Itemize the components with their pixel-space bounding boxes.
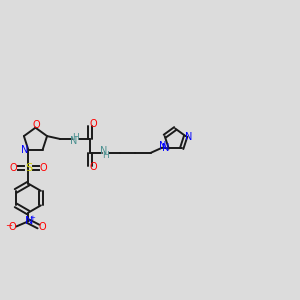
Text: N: N — [100, 146, 107, 157]
Text: N: N — [70, 136, 77, 146]
Text: O: O — [32, 120, 40, 130]
Text: O: O — [90, 162, 98, 172]
Text: O: O — [9, 163, 17, 173]
Text: O: O — [38, 221, 46, 232]
Text: N: N — [185, 132, 193, 142]
Text: O: O — [8, 221, 16, 232]
Text: O: O — [90, 119, 98, 130]
Text: H: H — [72, 133, 79, 142]
Text: N: N — [25, 216, 33, 226]
Text: −: − — [5, 221, 12, 230]
Text: S: S — [25, 163, 32, 173]
Text: N: N — [21, 145, 28, 155]
Text: N: N — [159, 141, 166, 151]
Text: +: + — [29, 215, 35, 221]
Text: O: O — [40, 163, 47, 173]
Text: N: N — [162, 143, 169, 154]
Text: H: H — [103, 151, 109, 160]
